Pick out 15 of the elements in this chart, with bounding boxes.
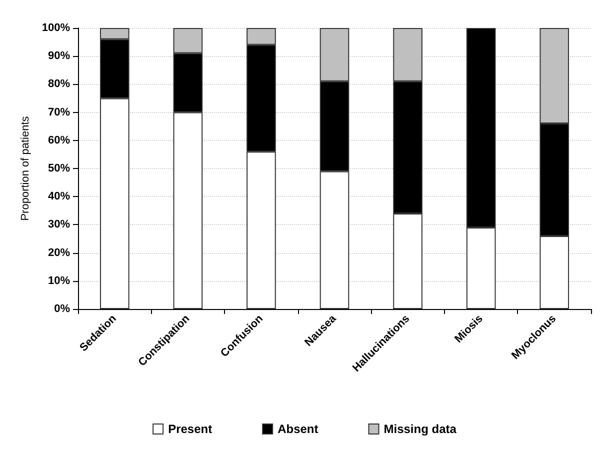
y-tick-label: 20%: [48, 246, 70, 259]
legend-label: Absent: [278, 422, 318, 436]
legend-label: Missing data: [384, 422, 457, 436]
y-tick-label: 80%: [48, 78, 70, 90]
y-tick-label: 70%: [48, 106, 70, 118]
y-axis-title: Proportion of patients: [19, 116, 32, 221]
y-tick-label: 40%: [48, 190, 70, 203]
y-tick-label: 90%: [48, 50, 70, 62]
y-tick-label: 10%: [48, 274, 70, 287]
y-tick-label: 30%: [48, 218, 70, 231]
legend-label: Present: [168, 422, 212, 436]
y-tick-label: 50%: [48, 162, 70, 174]
y-tick-label: 0%: [54, 303, 70, 315]
y-tick-label: 100%: [42, 22, 70, 34]
y-tick-label: 60%: [48, 134, 70, 146]
